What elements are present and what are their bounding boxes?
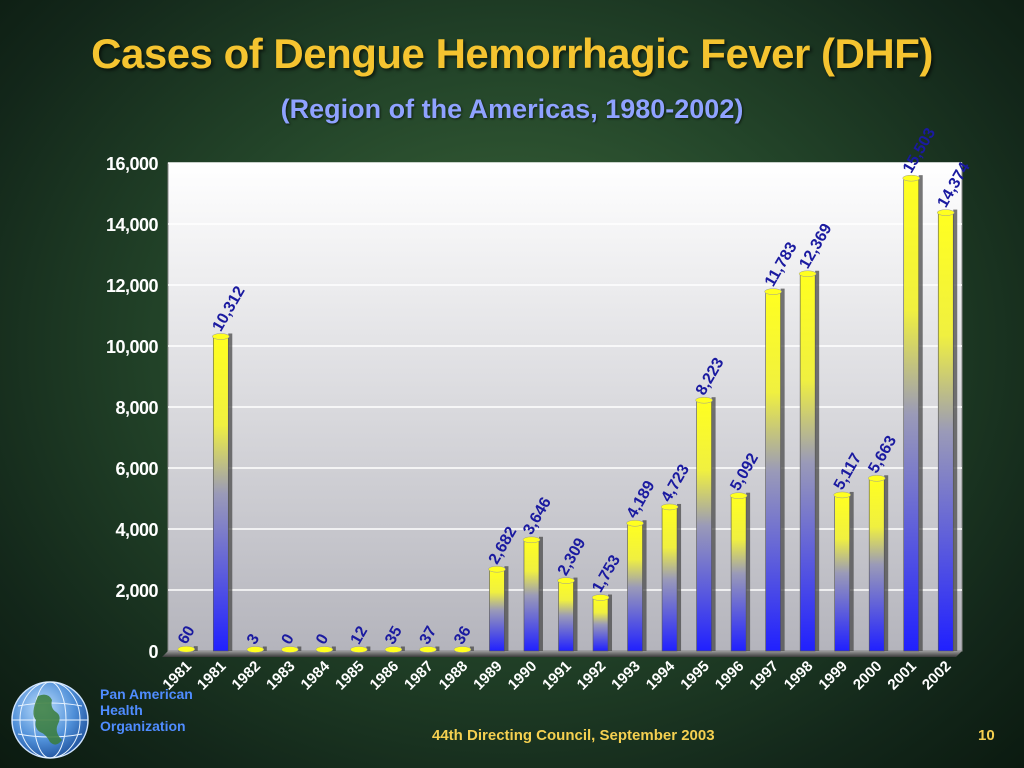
x-tick-label: 1997 (746, 658, 782, 694)
chart-subtitle: (Region of the Americas, 1980-2002) (280, 94, 744, 124)
gridlines (168, 162, 962, 591)
org-line-3: Organization (100, 718, 186, 734)
data-label: 37 (417, 623, 441, 647)
bar (867, 475, 889, 652)
bar (419, 646, 440, 653)
bar (557, 577, 578, 652)
bar (212, 333, 233, 652)
x-tick-label: 1988 (436, 658, 472, 694)
x-tick-label: 1982 (229, 658, 265, 694)
footer-text: 44th Directing Council, September 2003 (432, 727, 715, 744)
org-line-2: Health (100, 702, 143, 718)
x-tick-label: 1983 (263, 658, 299, 694)
data-label: 36 (451, 623, 475, 647)
data-label: 35 (382, 623, 406, 647)
bar (384, 646, 405, 653)
x-tick-label: 1999 (815, 658, 851, 694)
bar (695, 396, 716, 652)
bar (798, 270, 820, 652)
x-tick-label: 1991 (539, 658, 575, 694)
x-tick-label: 1993 (608, 658, 644, 694)
x-tick-label: 1992 (574, 658, 610, 694)
y-tick-label: 8,000 (115, 398, 158, 418)
x-tick-label: 1987 (401, 658, 437, 694)
x-tick-label: 1998 (781, 658, 817, 694)
org-line-1: Pan American (100, 686, 193, 702)
bars (177, 174, 958, 653)
x-tick-label: 1989 (470, 658, 506, 694)
x-tick-label: 1986 (367, 658, 403, 694)
y-tick-label: 12,000 (106, 276, 159, 296)
bar (626, 519, 647, 652)
globe-logo-icon (11, 681, 89, 759)
x-tick-label: 1994 (643, 657, 679, 693)
y-tick-label: 14,000 (106, 215, 159, 235)
y-tick-label: 10,000 (106, 337, 159, 357)
x-tick-label: 1996 (712, 658, 748, 694)
x-tick-label: 1995 (677, 658, 713, 694)
bar (764, 288, 785, 652)
page-number: 10 (978, 727, 995, 744)
x-tick-label: 2001 (884, 658, 920, 694)
bar (902, 174, 923, 652)
y-tick-label: 2,000 (115, 581, 158, 601)
bar (729, 492, 751, 652)
bar (591, 594, 613, 652)
x-tick-label: 1985 (332, 658, 368, 694)
y-axis-tick-labels: 0 2,000 4,000 6,000 8,000 10,000 12,000 14,000 1… (106, 154, 159, 662)
bar (350, 646, 371, 653)
y-tick-label: 4,000 (115, 520, 158, 540)
bar (453, 646, 474, 653)
y-tick-label: 0 (148, 642, 158, 662)
y-tick-label: 16,000 (106, 154, 159, 174)
x-tick-label: 2000 (850, 658, 886, 694)
x-axis-tick-labels: 1981198119821983198419851986198719881989… (159, 657, 954, 693)
bar (833, 491, 854, 652)
data-label: 60 (175, 623, 199, 647)
x-tick-label: 2002 (919, 658, 955, 694)
bar (522, 536, 543, 652)
data-label: 12 (348, 623, 372, 647)
bar (660, 503, 682, 652)
bar (177, 645, 198, 653)
organization-name: Pan American Health Organization (100, 686, 193, 734)
chart-floor (162, 651, 962, 657)
bar (246, 646, 267, 653)
chart-title: Cases of Dengue Hemorrhagic Fever (DHF) (91, 30, 933, 77)
bar (315, 646, 336, 653)
bar (488, 565, 509, 652)
bar (936, 209, 958, 652)
x-tick-label: 1990 (505, 658, 541, 694)
bar (281, 646, 302, 653)
x-tick-label: 1984 (298, 657, 334, 693)
x-tick-label: 1981 (194, 658, 230, 694)
y-tick-label: 6,000 (115, 459, 158, 479)
